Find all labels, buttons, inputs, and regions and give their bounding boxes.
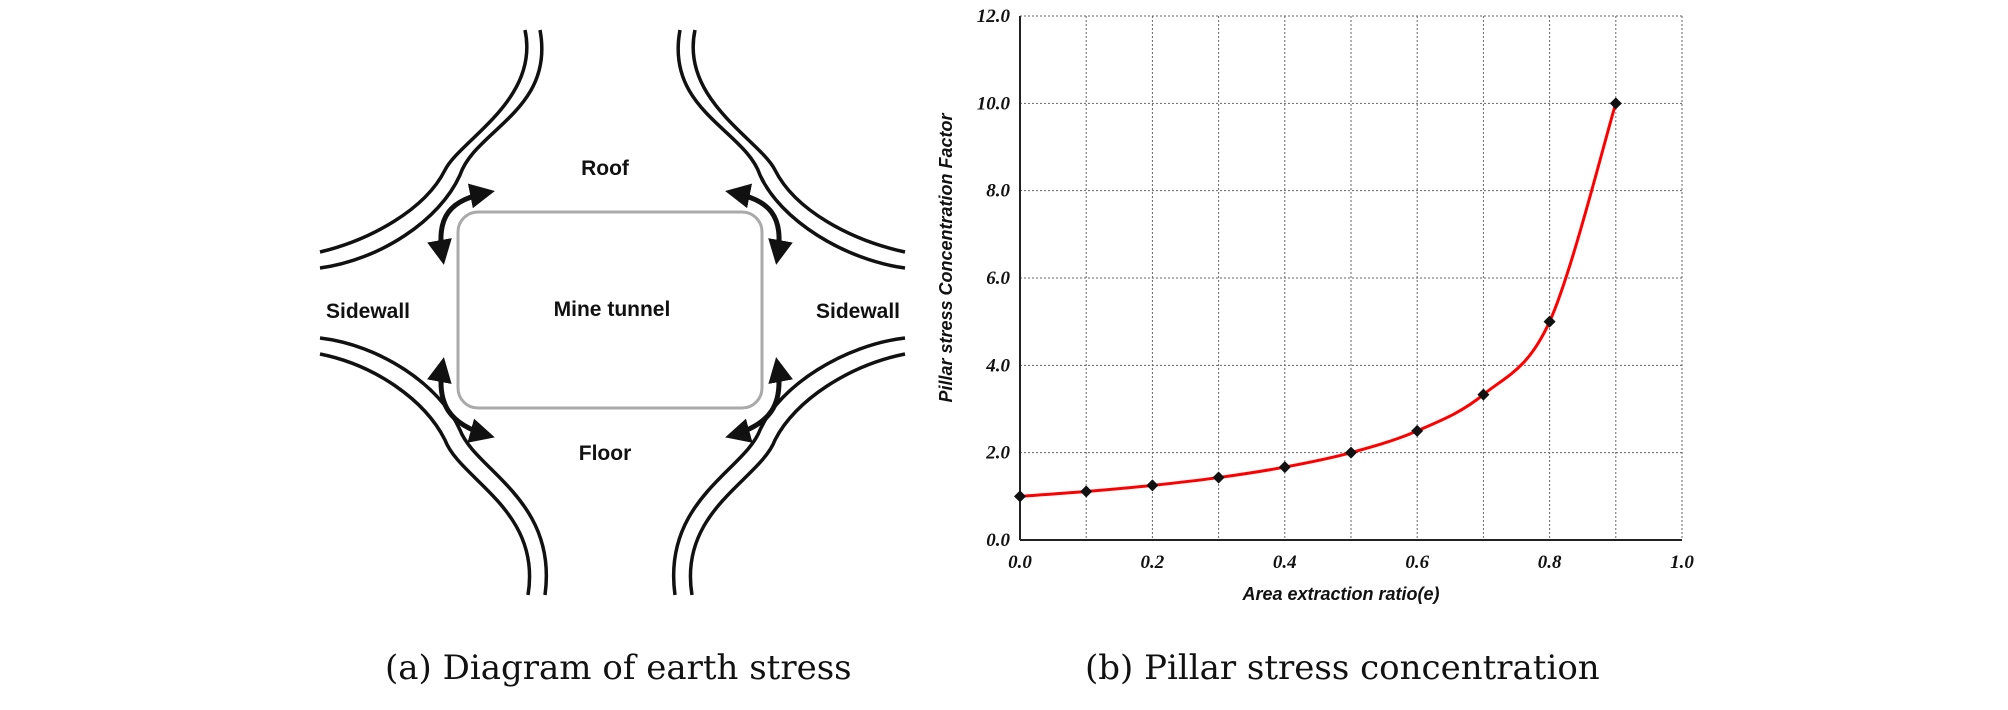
- mine-tunnel-outline: [456, 210, 764, 410]
- y-tick-label: 12.0: [977, 6, 1011, 27]
- pillar-stress-chart: 0.0 0.2 0.4 0.6 0.8 1.0 0.0 2.0 4.0 6.0 8.0 10.0 12.…: [936, 6, 1695, 604]
- chart-grid: [1019, 15, 1683, 541]
- data-point: [1080, 485, 1093, 498]
- stress-flow-lines-top-right: [676, 29, 906, 270]
- caption-a: (a) Diagram of earth stress: [385, 648, 852, 688]
- x-axis-label: Area extraction ratio(e): [1241, 584, 1439, 604]
- y-axis-label: Pillar stress Concentration Factor: [936, 112, 956, 402]
- x-tick-label: 0.2: [1141, 552, 1165, 573]
- y-tick-label: 4.0: [985, 355, 1010, 376]
- sidewall-right-label: Sidewall: [816, 300, 900, 323]
- data-point: [1014, 490, 1026, 503]
- x-tick-label: 0.6: [1405, 552, 1429, 573]
- roof-label: Roof: [581, 157, 630, 180]
- floor-label: Floor: [579, 442, 632, 465]
- x-tick-label: 0.8: [1538, 552, 1562, 573]
- caption-b: (b) Pillar stress concentration: [1085, 648, 1600, 688]
- y-tick-label: 6.0: [986, 268, 1010, 289]
- x-tick-label: 1.0: [1670, 552, 1694, 573]
- series-line: [1019, 102, 1618, 498]
- y-tick-label: 0.0: [986, 530, 1010, 551]
- chart-series: [1014, 97, 1622, 503]
- y-tick-label: 10.0: [977, 93, 1011, 114]
- x-tick-label: 0.0: [1008, 552, 1032, 573]
- arrow-top-right: [725, 183, 793, 265]
- chart-axes: 0.0 0.2 0.4 0.6 0.8 1.0 0.0 2.0 4.0 6.0 8.0 10.0 12.…: [977, 6, 1695, 573]
- data-point: [1345, 446, 1357, 459]
- data-point: [1212, 471, 1225, 484]
- y-tick-label: 2.0: [985, 443, 1010, 464]
- stress-flow-lines-top-left: [319, 29, 544, 270]
- arrow-bottom-right: [725, 357, 793, 443]
- earth-stress-diagram: Roof Mine tunnel Sidewall Sidewall Floor: [319, 29, 906, 596]
- data-point: [1146, 479, 1159, 492]
- data-point: [1609, 97, 1622, 110]
- arrow-top-left: [427, 183, 495, 265]
- data-point: [1477, 388, 1490, 401]
- data-point: [1411, 424, 1424, 437]
- data-point: [1278, 461, 1291, 474]
- x-tick-label: 0.4: [1273, 552, 1297, 573]
- stress-arrows: [427, 183, 793, 443]
- arrow-bottom-left: [427, 357, 495, 443]
- mine-tunnel-label: Mine tunnel: [554, 298, 671, 321]
- stress-flow-lines-bottom-right: [671, 336, 906, 596]
- stress-flow-lines-bottom-left: [319, 336, 549, 596]
- sidewall-left-label: Sidewall: [326, 300, 410, 323]
- y-tick-label: 8.0: [986, 181, 1010, 202]
- data-point: [1543, 315, 1556, 328]
